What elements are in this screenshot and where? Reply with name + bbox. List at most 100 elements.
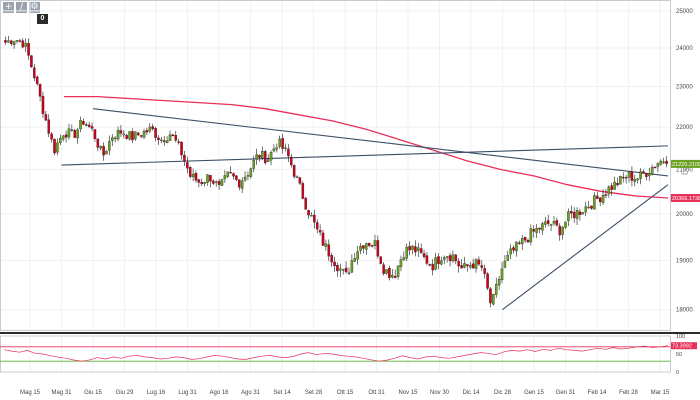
candle-up	[255, 148, 258, 165]
chart-frame	[0, 0, 700, 334]
settings-tool-button[interactable]: ⚙	[29, 2, 40, 13]
candle-body	[12, 41, 16, 46]
candle-down	[290, 154, 293, 168]
candle-down	[604, 188, 608, 199]
candle-body	[422, 253, 426, 257]
candle-up	[220, 178, 224, 186]
candle-up	[650, 164, 654, 176]
candle-down	[518, 240, 521, 245]
candle-up	[105, 150, 108, 155]
candle-body	[509, 248, 512, 255]
candle-body	[102, 146, 105, 156]
candle-body	[417, 247, 420, 251]
candle-body	[292, 165, 296, 177]
candle-body	[214, 181, 218, 183]
candle-up	[246, 171, 250, 181]
candle-body	[67, 128, 71, 138]
candle-down	[624, 175, 628, 184]
candle-body	[125, 135, 128, 139]
candle-down	[454, 253, 458, 265]
candle-up	[203, 181, 206, 187]
candle-body	[186, 162, 189, 169]
candle-body	[238, 179, 241, 188]
candle-up	[252, 155, 255, 173]
candle-down	[171, 133, 175, 137]
candle-body	[367, 242, 371, 246]
candle-down	[217, 178, 221, 190]
candle-body	[428, 264, 432, 266]
candle-down	[483, 264, 486, 279]
candle-body	[290, 156, 293, 166]
candle-body	[35, 76, 39, 85]
date-tick-label: Mag 15	[20, 390, 41, 396]
candle-up	[633, 174, 637, 187]
candle-up	[434, 252, 437, 271]
candle-down	[393, 269, 397, 279]
candle-body	[396, 265, 400, 277]
crosshair-tool-button[interactable]: +	[3, 2, 14, 13]
date-tick-label: Feb 14	[588, 390, 607, 396]
candle-body	[500, 268, 504, 281]
candle-down	[480, 260, 484, 271]
candle-body	[604, 194, 608, 196]
candle-up	[61, 135, 65, 142]
candle-body	[128, 131, 131, 140]
candle-body	[466, 264, 469, 267]
candle-down	[630, 166, 634, 187]
candle-body	[645, 173, 648, 177]
candle-body	[298, 177, 302, 184]
candle-down	[379, 255, 382, 265]
candle-body	[261, 150, 264, 159]
candle-body	[87, 124, 91, 127]
candle-down	[313, 209, 316, 229]
candle-body	[616, 183, 619, 186]
candle-body	[284, 147, 287, 149]
candle-body	[336, 265, 339, 272]
candle-body	[518, 242, 521, 244]
candle-body	[177, 141, 180, 143]
candle-body	[7, 40, 10, 43]
rsi-tick-label: 100	[676, 334, 685, 340]
candle-up	[373, 234, 377, 250]
candle-down	[304, 196, 307, 210]
candle-down	[162, 136, 166, 147]
candle-up	[214, 180, 218, 187]
candle-body	[194, 172, 198, 181]
candle-up	[492, 293, 495, 306]
candle-down	[590, 205, 593, 210]
candle-down	[653, 166, 657, 169]
candle-body	[601, 194, 605, 203]
candle-body	[53, 138, 56, 154]
date-tick-label: Set 14	[273, 390, 291, 396]
candle-body	[249, 168, 253, 177]
candle-down	[235, 175, 238, 182]
candle-body	[38, 84, 42, 97]
candle-body	[379, 256, 382, 264]
candle-body	[134, 131, 137, 140]
candle-body	[391, 274, 394, 278]
candle-down	[642, 169, 645, 174]
trendline	[502, 184, 669, 311]
candle-body	[79, 119, 82, 130]
candle-up	[7, 35, 10, 43]
candle-body	[393, 275, 397, 278]
candle-body	[307, 210, 310, 216]
candle-up	[497, 275, 501, 291]
candle-down	[572, 207, 576, 223]
candle-body	[206, 174, 209, 183]
candle-down	[200, 178, 204, 187]
candle-body	[61, 135, 65, 140]
candle-up	[468, 261, 472, 270]
candle-body	[116, 129, 120, 140]
candle-body	[532, 229, 536, 232]
candle-body	[665, 160, 668, 165]
candle-up	[587, 200, 590, 209]
candle-body	[18, 40, 22, 42]
candle-body	[385, 269, 388, 274]
candle-down	[460, 259, 463, 269]
candle-body	[113, 137, 117, 140]
candle-down	[186, 156, 189, 174]
trendline-tool-button[interactable]: ∕	[16, 2, 27, 13]
candle-body	[304, 197, 307, 210]
candle-up	[639, 168, 642, 185]
